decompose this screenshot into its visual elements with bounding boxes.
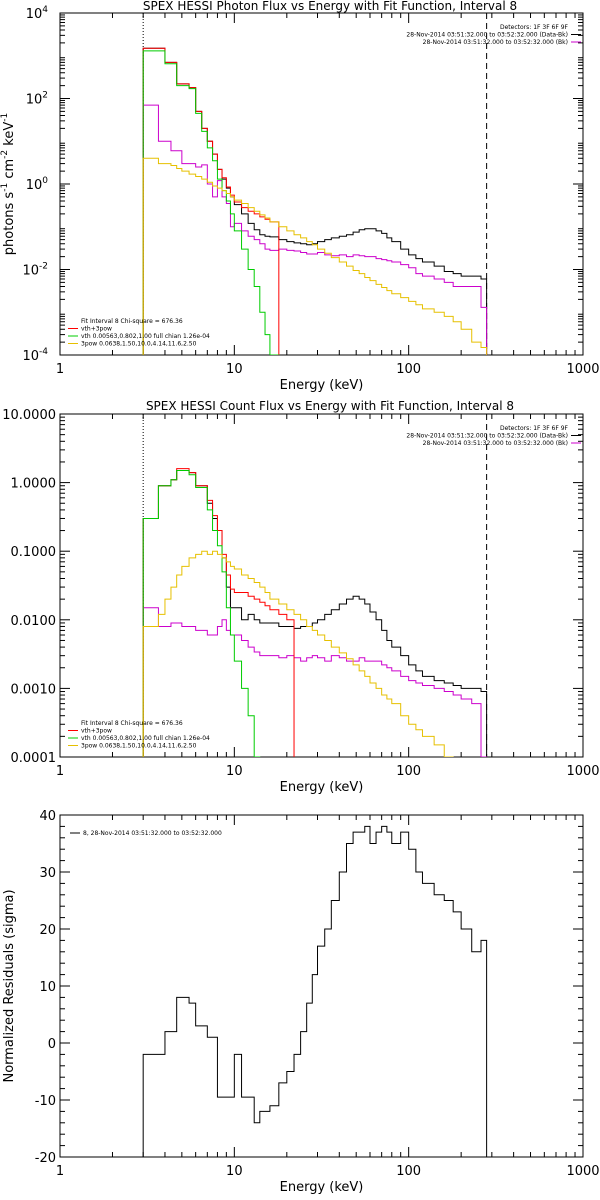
- y-axis-label-exponent: -2: [0, 150, 10, 159]
- x-tick-label: 100: [396, 1164, 421, 1179]
- y-tick-label: 20: [39, 923, 56, 938]
- chart-panel-1: SPEX HESSI Photon Flux vs Energy with Fi…: [0, 0, 600, 393]
- y-tick-base: 10: [26, 93, 43, 108]
- legend-entry: vth 0.00563,0.802,1.00 full chian 1.26e-…: [81, 333, 210, 340]
- legend-entry: 28-Nov-2014 03:51:32.000 to 03:52:32.000…: [406, 433, 568, 440]
- legend-entry: 3pow 0.0638,1.50,10.0,4.14,11.6,2.50: [81, 743, 197, 750]
- y-tick-label: 10.0000: [2, 408, 56, 423]
- x-tick-label: 1: [56, 764, 64, 779]
- y-tick-label: 0.0001: [11, 751, 57, 766]
- y-tick-exponent: -2: [39, 262, 48, 272]
- y-tick-exponent: 4: [42, 5, 48, 15]
- y-tick-label: 0.0010: [11, 682, 57, 697]
- y-axis-label-exponent: -1: [0, 183, 10, 192]
- legend-entry: Fit Interval 8 Chi-square = 676.36: [81, 720, 183, 727]
- y-tick-base: 10: [22, 349, 39, 364]
- chart-panel-3: Energy (keV) 1 10 100 1000 -20 -10 0 10 20 30 40 Nor…: [2, 809, 600, 1195]
- x-tick-label: 1000: [566, 362, 599, 377]
- y-tick-exponent: 2: [42, 91, 48, 101]
- x-axis-label: Energy (keV): [280, 780, 364, 795]
- y-tick-label: 10-4: [22, 347, 48, 364]
- y-tick-label: 0.0100: [11, 614, 57, 629]
- x-tick-label: 100: [396, 764, 421, 779]
- y-tick-label: 104: [26, 5, 49, 22]
- y-tick-label: -10: [35, 1094, 56, 1109]
- legend-entry: vth+3pow: [81, 326, 112, 333]
- plot-frame: [59, 814, 584, 1158]
- y-axis-label: Normalized Residuals (sigma): [2, 889, 17, 1082]
- series-line-vth: [142, 470, 261, 757]
- x-axis-label: Energy (keV): [280, 1180, 364, 1195]
- legend-entry: vth+3pow: [81, 728, 112, 735]
- x-tick-label: 10: [226, 1164, 243, 1179]
- legend-entry: 28-Nov-2014 03:51:32.000 to 03:52:32.000…: [406, 32, 568, 39]
- x-tick-label: 10: [226, 362, 243, 377]
- x-tick-label: 1000: [566, 1164, 599, 1179]
- y-tick-label: 30: [39, 866, 56, 881]
- y-tick-label: 10-2: [22, 262, 48, 279]
- x-tick-label: 1: [56, 362, 64, 377]
- legend-entry: vth 0.00563,0.802,1.00 full chian 1.26e-…: [81, 735, 210, 742]
- legend-entry: Detectors: 1F 3F 6F 9F: [500, 425, 569, 432]
- y-axis-label-part: photons s: [2, 192, 17, 256]
- series-line-3pow: [142, 157, 488, 355]
- y-axis-label: photons s-1 cm-2 keV-1: [0, 113, 17, 255]
- x-tick-label: 100: [396, 362, 421, 377]
- series-line-data-bk: [142, 47, 488, 355]
- plot-frame: [59, 12, 584, 356]
- legend-entry: Detectors: 1F 3F 6F 9F: [500, 24, 569, 31]
- y-tick-exponent: -4: [39, 347, 48, 357]
- y-tick-label: 100: [26, 176, 49, 193]
- x-axis-label: Energy (keV): [280, 378, 364, 393]
- legend-entry: 3pow 0.0638,1.50,10.0,4.14,11.6,2.50: [81, 341, 197, 348]
- y-tick-base: 10: [26, 7, 43, 22]
- y-tick-label: 1.0000: [11, 477, 57, 492]
- legend-entry: 8, 28-Nov-2014 03:51:32.000 to 03:52:32.…: [83, 830, 222, 837]
- y-axis-label-part: keV: [2, 122, 17, 150]
- legend-entry: 28-Nov-2014 03:51:32.000 to 03:52:32.000…: [423, 440, 568, 447]
- series-line-3pow: [142, 550, 454, 757]
- y-tick-label: 102: [26, 91, 48, 108]
- series-line-bk: [142, 607, 488, 757]
- legend-entry: 28-Nov-2014 03:51:32.000 to 03:52:32.000…: [423, 39, 568, 46]
- chart-panel-2: SPEX HESSI Count Flux vs Energy with Fit…: [2, 399, 599, 795]
- x-tick-label: 1000: [566, 764, 599, 779]
- x-tick-label: 10: [226, 764, 243, 779]
- legend-entry: Fit Interval 8 Chi-square = 676.36: [81, 318, 183, 325]
- series-line-residuals: [142, 825, 488, 1157]
- y-tick-label: -20: [35, 1151, 56, 1166]
- y-tick-label: 0: [48, 1037, 56, 1052]
- series-line-data-bk: [142, 470, 488, 757]
- y-axis-label-exponent: -1: [0, 113, 10, 122]
- y-tick-label: 0.1000: [11, 545, 57, 560]
- chart-title: SPEX HESSI Photon Flux vs Energy with Fi…: [143, 0, 517, 13]
- y-tick-label: 10: [39, 980, 56, 995]
- x-tick-label: 1: [56, 1164, 64, 1179]
- y-tick-base: 10: [26, 178, 43, 193]
- y-tick-exponent: 0: [42, 176, 48, 186]
- chart-title: SPEX HESSI Count Flux vs Energy with Fit…: [146, 399, 514, 413]
- y-tick-base: 10: [22, 264, 39, 279]
- series-line-bk: [142, 104, 488, 355]
- y-tick-label: 40: [39, 809, 56, 824]
- plot-frame: [59, 413, 584, 758]
- series-line-vth: [142, 50, 280, 355]
- y-axis-label-part: cm: [2, 159, 17, 183]
